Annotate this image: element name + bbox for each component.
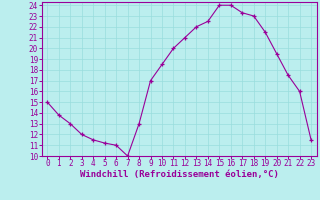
X-axis label: Windchill (Refroidissement éolien,°C): Windchill (Refroidissement éolien,°C) [80, 170, 279, 179]
